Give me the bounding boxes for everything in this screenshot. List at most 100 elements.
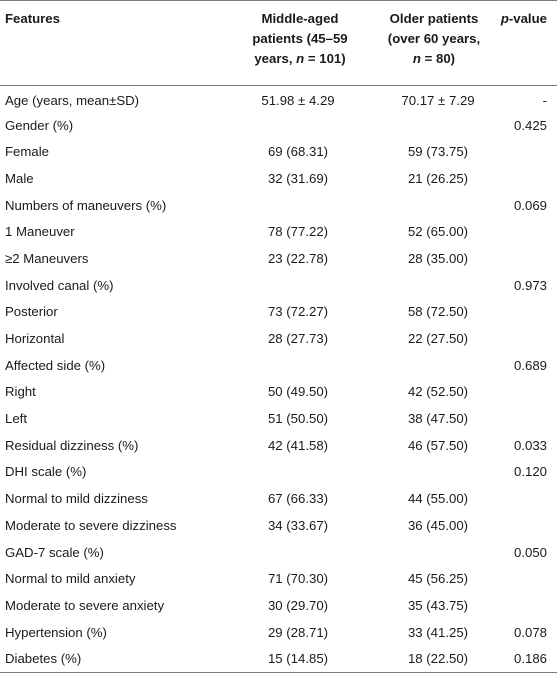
row-older-value: 45 (56.25) — [407, 571, 469, 587]
row-middle-aged-value — [225, 112, 375, 139]
row-middle-aged-value: 50 (49.50) — [267, 384, 329, 400]
table-row: Right 50 (49.50) 42 (52.50) — [0, 379, 557, 406]
row-older-value: 59 (73.75) — [407, 144, 469, 160]
row-middle-aged-value: 73 (72.27) — [267, 304, 329, 320]
header-p-rest: -value — [508, 11, 547, 26]
row-middle-aged-value: 32 (31.69) — [267, 170, 329, 186]
row-older-value: 35 (43.75) — [407, 597, 469, 613]
header-features: Features — [0, 0, 225, 86]
row-p-value: - — [542, 93, 547, 109]
row-label: DHI scale (%) — [5, 464, 87, 480]
header-features-text: Features — [5, 11, 60, 26]
row-label: Involved canal (%) — [5, 277, 114, 293]
row-label: GAD-7 scale (%) — [5, 544, 104, 560]
header-middle-n: n — [296, 51, 305, 66]
characteristics-table: Features Middle-aged patients (45–59 yea… — [0, 0, 557, 674]
table-row: Gender (%) 0.425 — [0, 112, 557, 139]
header-middle-count: = 101) — [304, 51, 346, 66]
row-p-value — [493, 486, 557, 513]
row-older-value: 70.17 ± 7.29 — [401, 93, 475, 109]
row-middle-aged-value: 15 (14.85) — [225, 645, 375, 674]
row-older-value: 36 (45.00) — [407, 517, 469, 533]
row-older-value: 28 (35.00) — [407, 250, 469, 266]
table-header: Features Middle-aged patients (45–59 yea… — [0, 0, 557, 86]
row-middle-aged-value — [225, 459, 375, 486]
row-middle-aged-value: 69 (68.31) — [267, 144, 329, 160]
row-middle-aged-value: 30 (29.70) — [267, 597, 329, 613]
table-row: Moderate to severe dizziness 34 (33.67) … — [0, 513, 557, 540]
row-middle-aged-value — [225, 539, 375, 566]
row-middle-aged-value: 23 (22.78) — [267, 250, 329, 266]
row-p-value — [493, 513, 557, 540]
header-row: Features Middle-aged patients (45–59 yea… — [0, 0, 557, 86]
row-label: Normal to mild anxiety — [5, 571, 136, 587]
row-label: Moderate to severe anxiety — [5, 597, 165, 613]
row-p-value: 0.689 — [513, 357, 547, 373]
row-label: Residual dizziness (%) — [5, 437, 139, 453]
header-older-line2: (over 60 years, — [387, 31, 481, 46]
row-p-value — [493, 379, 557, 406]
row-middle-aged-value: 78 (77.22) — [267, 224, 329, 240]
row-label: Numbers of maneuvers (%) — [5, 197, 167, 213]
row-older-value — [375, 539, 493, 566]
header-p-value: p-value — [493, 0, 557, 86]
table-row: Diabetes (%) 15 (14.85) 18 (22.50) 0.186 — [0, 645, 557, 674]
row-middle-aged-value — [225, 192, 375, 219]
row-middle-aged-value: 51 (50.50) — [267, 411, 329, 427]
table-row: Male 32 (31.69) 21 (26.25) — [0, 166, 557, 193]
row-older-value — [375, 192, 493, 219]
row-p-value — [493, 246, 557, 273]
row-label: ≥2 Maneuvers — [5, 250, 89, 266]
row-p-value: 0.078 — [513, 624, 547, 640]
header-older-count: = 80) — [420, 51, 456, 66]
row-p-value: 0.050 — [513, 544, 547, 560]
table-row: DHI scale (%) 0.120 — [0, 459, 557, 486]
row-p-value — [493, 139, 557, 166]
row-older-value: 18 (22.50) — [375, 645, 493, 674]
row-label: Female — [5, 144, 49, 160]
row-middle-aged-value: 28 (27.73) — [267, 331, 329, 347]
row-older-value — [375, 352, 493, 379]
row-p-value: 0.069 — [513, 197, 547, 213]
table-body: Age (years, mean±SD) 51.98 ± 4.29 70.17 … — [0, 86, 557, 674]
characteristics-table-container: Features Middle-aged patients (45–59 yea… — [0, 0, 557, 674]
row-older-value — [375, 112, 493, 139]
table-row: Affected side (%) 0.689 — [0, 352, 557, 379]
row-label: Affected side (%) — [5, 357, 106, 373]
row-label: Moderate to severe dizziness — [5, 517, 177, 533]
row-p-value — [493, 299, 557, 326]
header-older-line1: Older patients — [389, 11, 479, 26]
header-middle-aged: Middle-aged patients (45–59 years, n = 1… — [225, 0, 375, 86]
table-row: Hypertension (%) 29 (28.71) 33 (41.25) 0… — [0, 619, 557, 646]
row-middle-aged-value — [225, 352, 375, 379]
row-middle-aged-value: 42 (41.58) — [267, 437, 329, 453]
row-label: Gender (%) — [5, 117, 74, 133]
row-middle-aged-value: 51.98 ± 4.29 — [261, 93, 335, 109]
row-older-value: 22 (27.50) — [407, 331, 469, 347]
row-older-value: 33 (41.25) — [407, 624, 469, 640]
row-p-value — [493, 406, 557, 433]
row-middle-aged-value: 67 (66.33) — [267, 491, 329, 507]
row-older-value — [375, 272, 493, 299]
header-older-line3: n = 80) — [376, 49, 492, 69]
row-p-value: 0.973 — [513, 277, 547, 293]
table-row: Residual dizziness (%) 42 (41.58) 46 (57… — [0, 432, 557, 459]
row-older-value: 38 (47.50) — [407, 411, 469, 427]
row-label: Normal to mild dizziness — [5, 491, 148, 507]
table-row: Moderate to severe anxiety 30 (29.70) 35… — [0, 593, 557, 620]
row-p-value: 0.425 — [513, 117, 547, 133]
table-row: Numbers of maneuvers (%) 0.069 — [0, 192, 557, 219]
row-older-value: 42 (52.50) — [407, 384, 469, 400]
row-older-value: 21 (26.25) — [407, 170, 469, 186]
header-older: Older patients (over 60 years, n = 80) — [375, 0, 493, 86]
row-p-value: 0.033 — [513, 437, 547, 453]
row-label: Horizontal — [5, 331, 65, 347]
row-p-value — [493, 593, 557, 620]
table-row: Age (years, mean±SD) 51.98 ± 4.29 70.17 … — [0, 86, 557, 113]
header-middle-line3: years, n = 101) — [226, 49, 374, 69]
table-row: GAD-7 scale (%) 0.050 — [0, 539, 557, 566]
row-p-value — [493, 326, 557, 353]
table-row: Left 51 (50.50) 38 (47.50) — [0, 406, 557, 433]
row-label: 1 Maneuver — [5, 224, 75, 240]
row-older-value: 44 (55.00) — [407, 491, 469, 507]
